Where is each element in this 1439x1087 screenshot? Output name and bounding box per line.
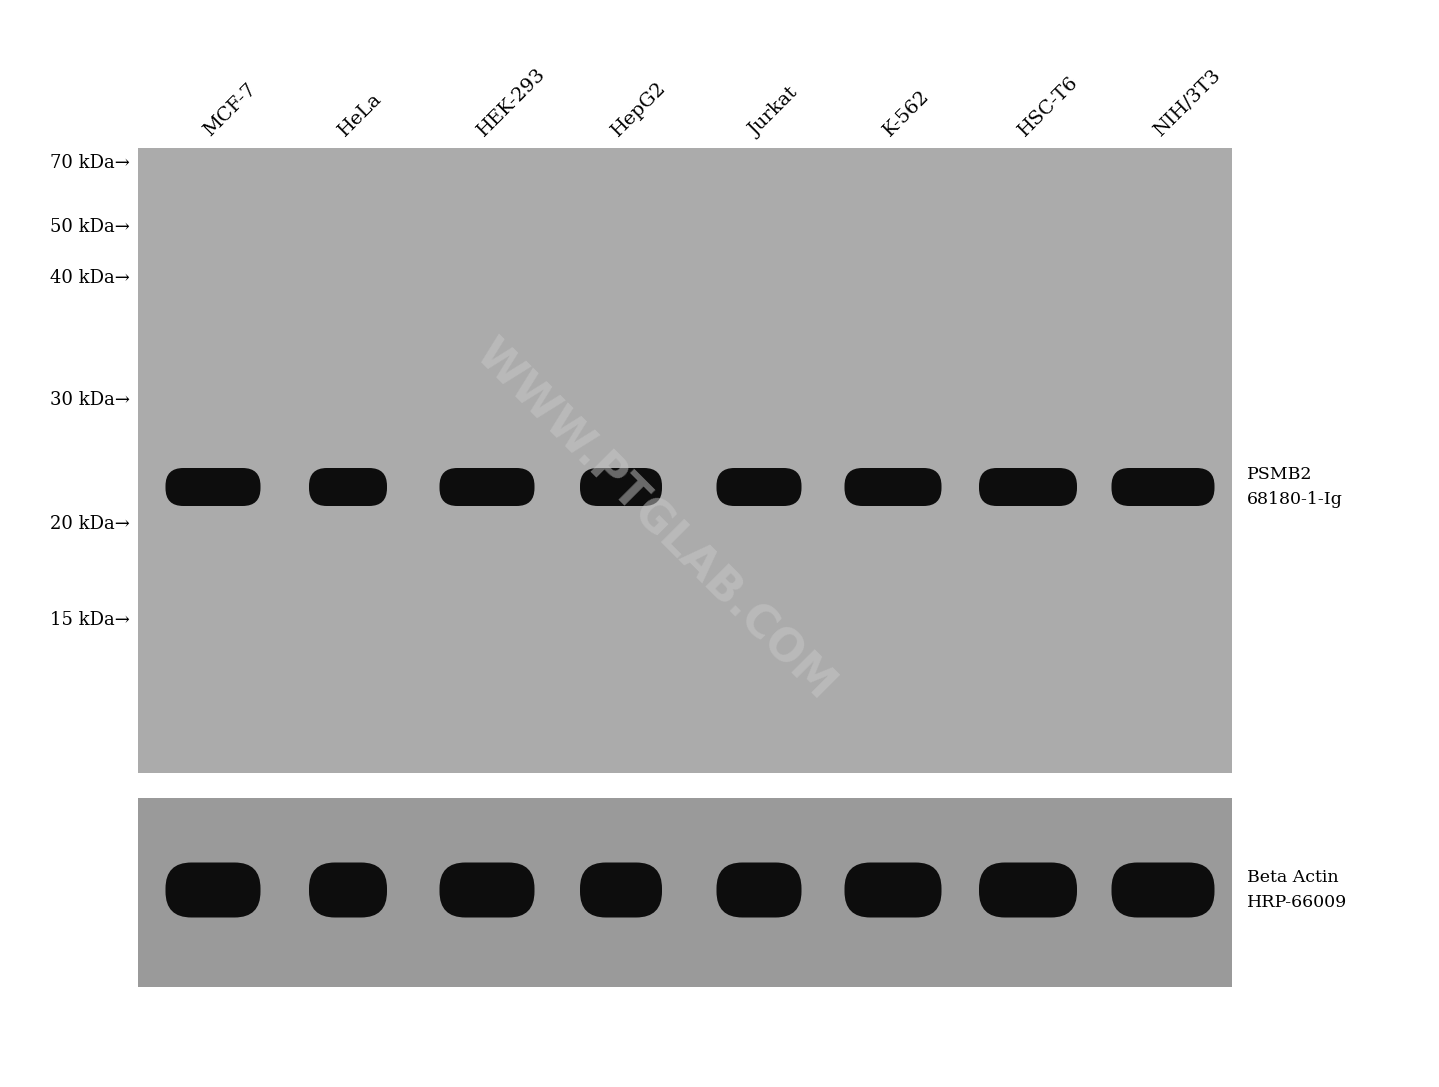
- FancyBboxPatch shape: [979, 468, 1076, 507]
- Text: 30 kDa→: 30 kDa→: [50, 391, 130, 409]
- FancyBboxPatch shape: [845, 862, 941, 917]
- Bar: [138, 798, 1232, 987]
- FancyBboxPatch shape: [439, 862, 534, 917]
- Text: WWW.PTGLAB.COM: WWW.PTGLAB.COM: [466, 333, 843, 709]
- Text: Jurkat: Jurkat: [747, 84, 802, 140]
- FancyBboxPatch shape: [580, 468, 662, 507]
- FancyBboxPatch shape: [1111, 862, 1215, 917]
- FancyBboxPatch shape: [309, 468, 387, 507]
- Text: HSC-T6: HSC-T6: [1016, 73, 1082, 140]
- Text: 50 kDa→: 50 kDa→: [50, 218, 130, 236]
- FancyBboxPatch shape: [1111, 468, 1215, 507]
- FancyBboxPatch shape: [580, 862, 662, 917]
- Bar: [138, 148, 1232, 773]
- Text: MCF-7: MCF-7: [200, 80, 260, 140]
- Text: PSMB2
68180-1-Ig: PSMB2 68180-1-Ig: [1248, 466, 1343, 508]
- Text: HEK-293: HEK-293: [475, 65, 550, 140]
- FancyBboxPatch shape: [717, 468, 802, 507]
- Text: HepG2: HepG2: [609, 78, 669, 140]
- FancyBboxPatch shape: [845, 468, 941, 507]
- FancyBboxPatch shape: [165, 862, 260, 917]
- FancyBboxPatch shape: [309, 862, 387, 917]
- FancyBboxPatch shape: [979, 862, 1076, 917]
- Text: K-562: K-562: [881, 87, 934, 140]
- Text: 70 kDa→: 70 kDa→: [50, 154, 130, 172]
- Text: HeLa: HeLa: [335, 90, 386, 140]
- FancyBboxPatch shape: [717, 862, 802, 917]
- Text: 15 kDa→: 15 kDa→: [50, 611, 130, 629]
- FancyBboxPatch shape: [439, 468, 534, 507]
- Text: 20 kDa→: 20 kDa→: [50, 515, 130, 533]
- Text: 40 kDa→: 40 kDa→: [50, 268, 130, 287]
- Text: NIH/3T3: NIH/3T3: [1150, 66, 1225, 140]
- Text: Beta Actin
HRP-66009: Beta Actin HRP-66009: [1248, 870, 1347, 911]
- FancyBboxPatch shape: [165, 468, 260, 507]
